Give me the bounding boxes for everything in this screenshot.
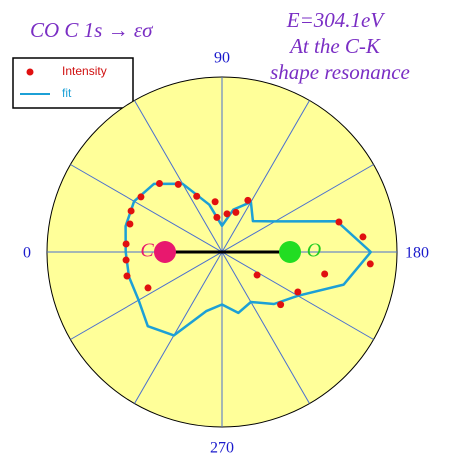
legend-marker <box>26 68 34 76</box>
chart-title: CO C 1s → εσ <box>30 18 154 42</box>
atom-label: C <box>140 240 154 262</box>
atom-label: O <box>307 240 321 262</box>
fit-line <box>124 182 373 337</box>
data-point <box>232 208 240 216</box>
atom-c <box>154 241 176 263</box>
data-point <box>122 240 130 248</box>
data-point <box>213 213 221 221</box>
angle-tick-label: 270 <box>210 440 234 456</box>
data-point <box>277 301 285 309</box>
annotation: shape resonance <box>270 60 410 84</box>
data-point <box>126 220 134 228</box>
data-point <box>359 233 367 241</box>
data-point <box>223 210 231 218</box>
data-point <box>123 272 131 280</box>
legend <box>12 57 134 109</box>
atom-o <box>279 241 301 263</box>
legend-label: Intensity <box>62 64 107 78</box>
data-point <box>253 271 261 279</box>
data-point <box>193 192 201 200</box>
annotation: E=304.1eV <box>286 8 386 32</box>
legend-label: fit <box>62 86 72 100</box>
data-point <box>335 218 343 226</box>
angle-tick-label: 0 <box>23 245 31 262</box>
data-point <box>294 288 302 296</box>
data-point <box>174 180 182 188</box>
data-point <box>127 207 135 215</box>
data-point <box>321 270 329 278</box>
data-point <box>211 198 219 206</box>
data-point <box>137 193 145 201</box>
data-point <box>366 260 374 268</box>
data-point <box>155 180 163 188</box>
angle-tick-label: 90 <box>214 50 230 67</box>
data-point <box>122 256 130 264</box>
annotation: At the C-K <box>288 34 381 58</box>
data-point <box>244 196 252 204</box>
angle-tick-label: 180 <box>405 245 429 262</box>
data-point <box>144 284 152 292</box>
